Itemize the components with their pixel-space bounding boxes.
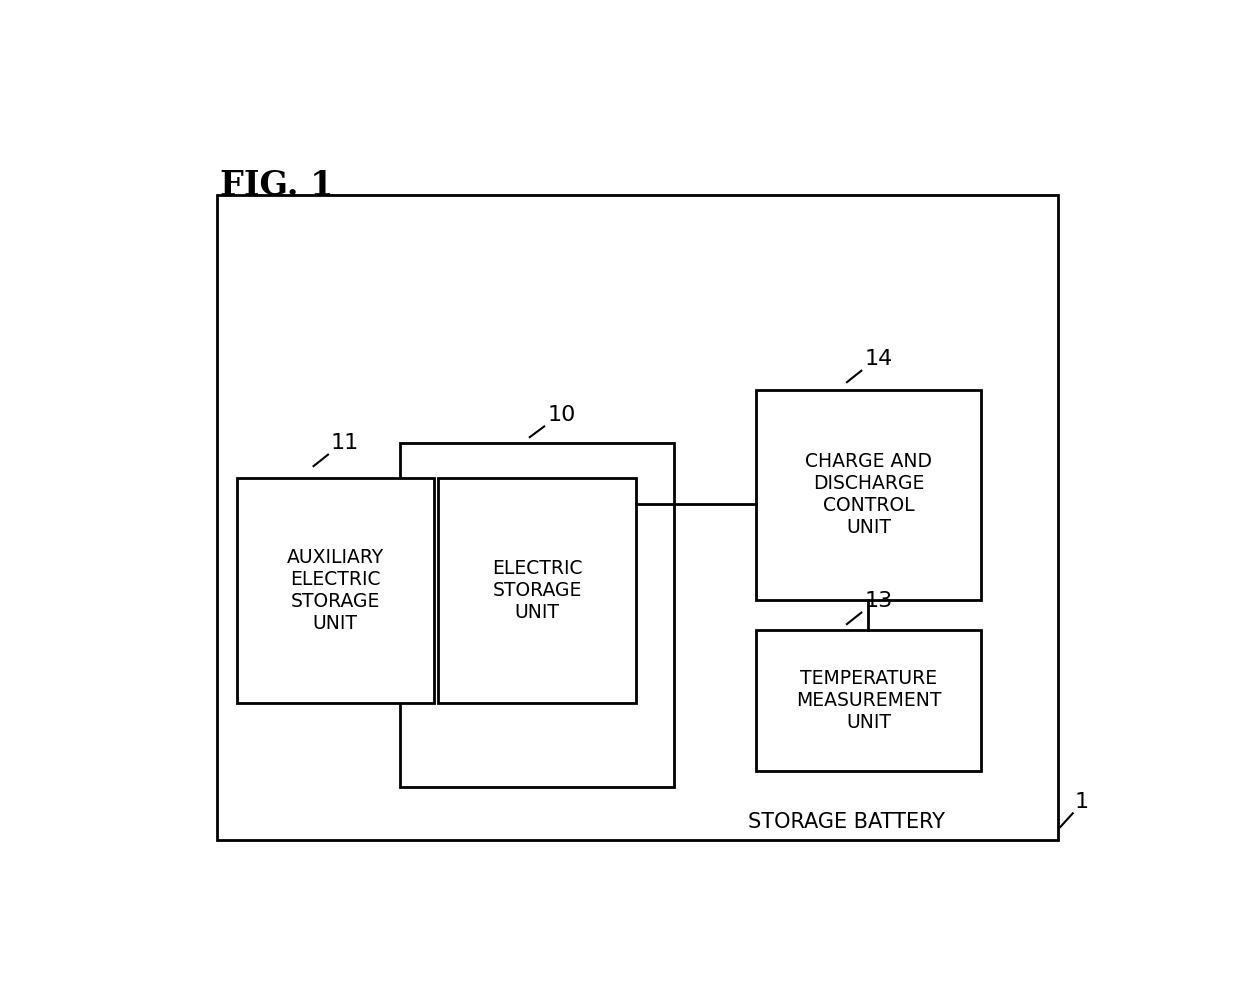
Bar (401, 443, 675, 787)
Bar (217, 195, 1058, 840)
Text: STORAGE BATTERY: STORAGE BATTERY (749, 813, 945, 832)
Text: ELECTRIC
STORAGE
UNIT: ELECTRIC STORAGE UNIT (492, 559, 583, 621)
Text: FIG. 1: FIG. 1 (221, 168, 334, 201)
Text: 10: 10 (547, 405, 575, 425)
Text: AUXILIARY
ELECTRIC
STORAGE
UNIT: AUXILIARY ELECTRIC STORAGE UNIT (286, 548, 383, 632)
Text: 1: 1 (1075, 792, 1089, 812)
Bar (439, 478, 635, 703)
Bar (755, 389, 982, 600)
Text: 11: 11 (331, 433, 360, 453)
Text: TEMPERATURE
MEASUREMENT
UNIT: TEMPERATURE MEASUREMENT UNIT (796, 669, 941, 732)
Bar (237, 478, 434, 703)
Text: CHARGE AND
DISCHARGE
CONTROL
UNIT: CHARGE AND DISCHARGE CONTROL UNIT (805, 452, 932, 537)
Text: 13: 13 (864, 591, 893, 611)
Bar (755, 630, 982, 771)
Text: 14: 14 (864, 349, 893, 370)
